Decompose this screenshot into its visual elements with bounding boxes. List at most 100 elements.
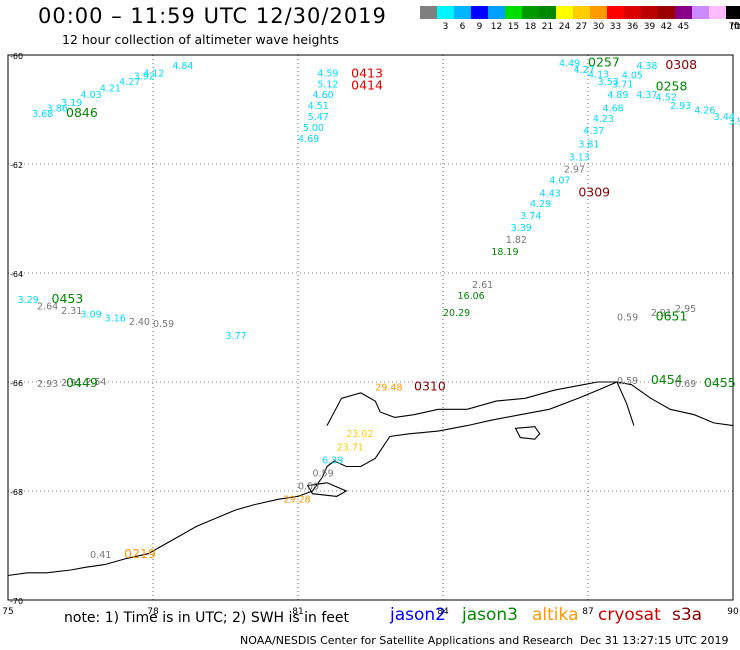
wave-height-label: 0.69 bbox=[675, 379, 696, 390]
colorbar-swatch bbox=[726, 6, 740, 19]
wave-height-label: 3.71 bbox=[612, 79, 633, 90]
colorbar-swatch bbox=[692, 6, 709, 19]
colorbar-label: 27 bbox=[575, 22, 588, 32]
colorbar-label: 42 bbox=[660, 22, 673, 32]
axis-ticks: 75 78 81 84 87 90 -60 -62 -64 -66 -68 -70 bbox=[2, 52, 739, 617]
wave-height-label: 2.97 bbox=[564, 164, 585, 175]
colorbar-label: 6 bbox=[459, 22, 466, 32]
wave-height-label: 2.64 bbox=[37, 302, 58, 313]
colorbar-swatch bbox=[522, 6, 539, 19]
pass-time-label: 0258 bbox=[656, 79, 688, 94]
wave-height-label: 4.37 bbox=[583, 126, 604, 137]
colorbar-swatch bbox=[709, 6, 726, 19]
y-tick-label: -66 bbox=[10, 379, 23, 388]
pass-time-label: 0413 bbox=[351, 66, 383, 81]
colorbar-label: 24 bbox=[558, 22, 571, 32]
iceberg-path bbox=[306, 482, 348, 497]
wave-height-label: 3.92 bbox=[134, 72, 155, 83]
legend-altika: altika bbox=[532, 605, 579, 625]
colorbar-label: 18 bbox=[524, 22, 537, 32]
wave-height-label: 4.38 bbox=[636, 61, 657, 72]
pass-time-label: 0219 bbox=[124, 546, 156, 561]
wave-height-label: 2.40 bbox=[129, 317, 150, 328]
pass-time-label: 0309 bbox=[578, 184, 610, 199]
colorbar-swatch bbox=[539, 6, 556, 19]
colorbar-label: 33 bbox=[609, 22, 622, 32]
pass-time-label: 0651 bbox=[656, 309, 688, 324]
wave-height-label: 3.13 bbox=[569, 152, 590, 163]
colorbar-swatch bbox=[454, 6, 471, 19]
y-tick-label: -68 bbox=[10, 488, 23, 497]
wave-height-label: 1.82 bbox=[506, 235, 527, 246]
colorbar-label: 45 bbox=[677, 22, 690, 32]
wave-height-label: 2.61 bbox=[472, 280, 493, 291]
pass-time-label: 0308 bbox=[665, 57, 697, 72]
wave-height-label: 2.31 bbox=[61, 306, 82, 317]
x-tick-label: 84 bbox=[437, 607, 449, 617]
colorbar-label: 12 bbox=[490, 22, 503, 32]
wave-height-label: 5.00 bbox=[303, 123, 324, 134]
colorbar-swatch bbox=[590, 6, 607, 19]
colorbar-swatch bbox=[471, 6, 488, 19]
pass-time-label: 0310 bbox=[414, 378, 446, 393]
wave-height-label: 4.05 bbox=[622, 71, 643, 82]
map-subtitle: 12 hour collection of altimeter wave hei… bbox=[62, 32, 339, 47]
x-tick-label: 78 bbox=[147, 607, 159, 617]
colorbar-label: 39 bbox=[643, 22, 656, 32]
wave-height-label: 29.48 bbox=[375, 382, 402, 393]
wave-height-label: 3.39 bbox=[511, 223, 532, 234]
wave-height-label: 4.60 bbox=[313, 90, 334, 101]
legend-jason3: jason3 bbox=[462, 605, 518, 625]
wave-height-label: 0.59 bbox=[153, 319, 174, 330]
colorbar-label: 21 bbox=[541, 22, 554, 32]
wave-height-label: 2.91 bbox=[61, 378, 82, 389]
colorbar-swatch bbox=[573, 6, 590, 19]
wave-height-label: 4.59 bbox=[317, 68, 338, 79]
wave-height-label: 4.52 bbox=[656, 92, 677, 103]
wave-height-label: 5.47 bbox=[308, 112, 329, 123]
wave-height-label: 3.53 bbox=[598, 77, 619, 88]
wave-height-label: 3.29 bbox=[18, 295, 39, 306]
y-tick-label: -70 bbox=[10, 597, 23, 606]
colorbar-label: 15 bbox=[507, 22, 520, 32]
footnote: note: 1) Time is in UTC; 2) SWH is in fe… bbox=[64, 610, 350, 626]
coastline bbox=[7, 381, 734, 577]
wave-height-label: 0.59 bbox=[617, 313, 638, 324]
pass-time-label: 0455 bbox=[704, 375, 736, 390]
wave-height-label: 3.19 bbox=[61, 98, 82, 109]
wave-height-label: 4.43 bbox=[540, 188, 561, 199]
wave-height-label: 4.84 bbox=[172, 61, 193, 72]
wave-height-label: 3.09 bbox=[81, 309, 102, 320]
x-tick-label: 75 bbox=[2, 607, 13, 617]
legend-cryosat: cryosat bbox=[598, 605, 661, 625]
wave-height-label: 18.19 bbox=[491, 247, 518, 258]
island-path bbox=[514, 426, 541, 440]
wave-height-label: 4.12 bbox=[143, 68, 164, 79]
wave-height-label: 4.13 bbox=[588, 70, 609, 81]
wave-height-label: 4.68 bbox=[603, 103, 624, 114]
colorbar-label: 30 bbox=[592, 22, 605, 32]
wave-height-label: 3.44 bbox=[714, 112, 735, 123]
wave-height-label: 4.27 bbox=[119, 77, 140, 88]
pass-time-label: 0454 bbox=[651, 372, 683, 387]
colorbar-swatch bbox=[624, 6, 641, 19]
colorbar-label: 36 bbox=[626, 22, 639, 32]
wave-height-label: 2.93 bbox=[670, 101, 691, 112]
wave-height-label: 6.39 bbox=[322, 455, 343, 466]
wave-height-label: 4.69 bbox=[298, 134, 319, 145]
wave-height-label: 4.21 bbox=[100, 84, 121, 95]
wave-height-label: 23.71 bbox=[337, 442, 364, 453]
colorbar-label: 9 bbox=[476, 22, 483, 32]
y-tick-label: -62 bbox=[10, 161, 23, 170]
legend-s3a: s3a bbox=[672, 605, 703, 625]
wave-height-label: 4.07 bbox=[549, 175, 570, 186]
wave-height-label: 20.29 bbox=[443, 308, 470, 319]
colorbar-swatch bbox=[420, 6, 437, 19]
wave-height-label: 4.03 bbox=[81, 90, 102, 101]
wave-height-label: 2.93 bbox=[37, 379, 58, 390]
wave-height-label: 4.26 bbox=[694, 106, 715, 117]
pass-time-label: 0449 bbox=[66, 375, 98, 390]
colorbar-label: 3 bbox=[442, 22, 449, 32]
wave-height-label: 4.23 bbox=[593, 114, 614, 125]
